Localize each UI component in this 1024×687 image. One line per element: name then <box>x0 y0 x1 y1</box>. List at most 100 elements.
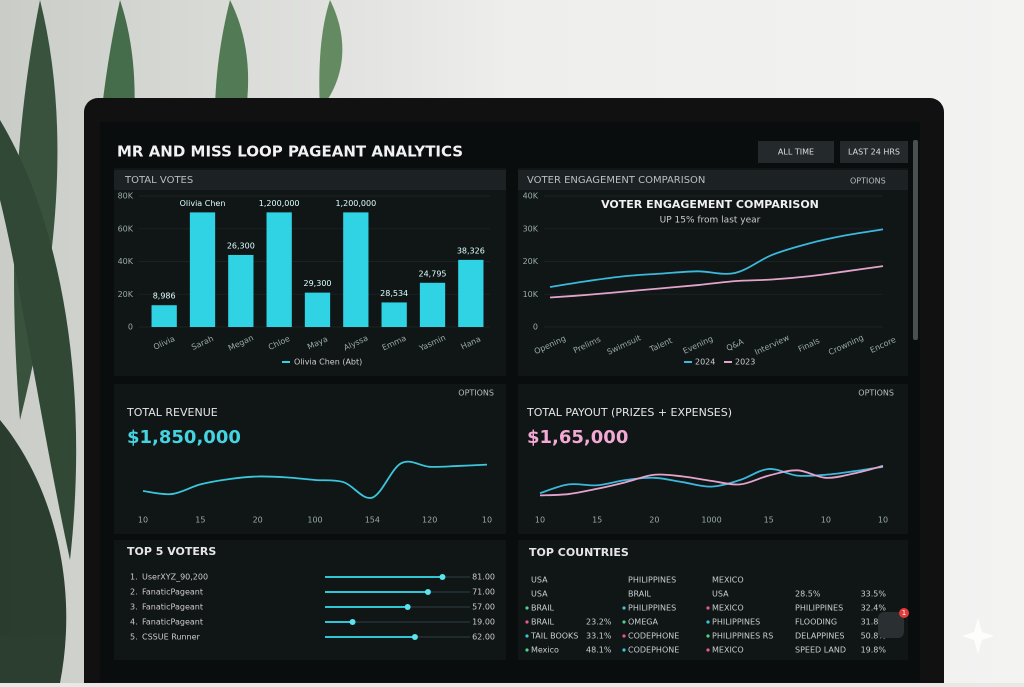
country-dot <box>622 606 626 610</box>
time-button-label[interactable]: ALL TIME <box>778 148 814 157</box>
country-cell: FLOODING <box>795 618 837 627</box>
notification-badge <box>899 608 909 618</box>
country-cell: BRAIL <box>531 618 555 627</box>
voter-name: FanaticPageant <box>142 618 203 627</box>
subtitle: UP 15% from last year <box>660 216 761 226</box>
panels <box>114 168 908 660</box>
legend-label: 2023 <box>735 358 755 367</box>
voter-value: 81.00 <box>472 573 495 582</box>
country-cell: MEXICO <box>712 576 744 585</box>
x-tick-label: 20 <box>649 516 659 525</box>
bar-label: 38,326 <box>457 246 485 255</box>
country-cell: USA <box>531 576 548 585</box>
y-tick-label: 40K <box>523 192 539 201</box>
panel-total: $1,65,000 <box>527 427 628 448</box>
country-cell: OMEGA <box>628 618 658 627</box>
x-tick-label: 15 <box>764 516 774 525</box>
country-cell: MEXICO <box>712 646 744 655</box>
country-cell: 28.5% <box>795 590 821 599</box>
panel-title: TOTAL VOTES <box>124 175 193 186</box>
country-cell: 50.8% <box>861 632 887 641</box>
x-tick-label: 154 <box>365 516 380 525</box>
time-button[interactable] <box>840 141 908 163</box>
bar-label: 26,300 <box>227 241 255 250</box>
series-line <box>549 265 884 299</box>
country-cell: TAIL BOOKS <box>530 632 578 641</box>
panel-title: TOTAL PAYOUT (PRIZES + EXPENSES) <box>526 406 732 419</box>
y-tick-label: 40K <box>118 257 134 266</box>
voter-knob <box>424 589 431 595</box>
voter-rank: 4. <box>130 618 138 627</box>
bar-label: Olivia Chen <box>180 199 226 208</box>
voter-knob <box>349 619 356 625</box>
panel-title: VOTER ENGAGEMENT COMPARISON <box>527 175 705 186</box>
y-tick-label: 20K <box>118 290 134 299</box>
options-button[interactable]: OPTIONS <box>850 177 886 186</box>
bar-label: 8,986 <box>153 292 176 301</box>
voter-name: CSSUE Runner <box>142 633 201 642</box>
bar <box>266 212 292 327</box>
legend-label: 2024 <box>695 358 715 367</box>
country-cell: Mexico <box>531 646 559 655</box>
country-cell: SPEED LAND <box>795 646 846 655</box>
x-tick-label: 10 <box>482 516 492 525</box>
country-cell: PHILIPPINES <box>795 604 843 613</box>
y-tick-label: 0 <box>128 323 133 332</box>
x-tick-label: 10 <box>878 516 888 525</box>
voter-rank: 3. <box>130 603 138 612</box>
country-cell: 23.2% <box>586 618 612 627</box>
y-tick-label: 80K <box>118 192 134 201</box>
panel-title: TOP 5 VOTERS <box>127 545 216 558</box>
voter-value: 19.00 <box>472 618 495 627</box>
bar <box>189 212 216 327</box>
x-tick-label: 10 <box>535 516 545 525</box>
x-tick-label: 15 <box>592 516 602 525</box>
country-cell: 32.4% <box>861 604 887 613</box>
time-button[interactable] <box>758 141 834 163</box>
series-line <box>539 465 884 497</box>
voter-knob <box>404 604 411 610</box>
notification-count: 1 <box>902 609 906 617</box>
country-cell: PHILIPPINES <box>628 576 676 585</box>
country-cell: USA <box>712 590 729 599</box>
country-dot <box>622 648 626 652</box>
bar-label: 1,200,000 <box>335 199 376 208</box>
bar <box>343 212 369 327</box>
country-dot <box>706 648 710 652</box>
country-cell: 33.5% <box>861 590 887 599</box>
country-cell: PHILIPPINES <box>712 618 760 627</box>
voter-knob <box>411 634 418 640</box>
voter-rank: 5. <box>130 633 138 642</box>
bar <box>304 292 331 327</box>
country-dot <box>525 648 529 652</box>
x-tick-label: 1000 <box>701 516 721 525</box>
country-dot <box>525 620 529 624</box>
country-cell: BRAIL <box>531 604 555 613</box>
voter-rank: 1. <box>130 573 138 582</box>
country-dot <box>706 634 710 638</box>
voter-name: FanaticPageant <box>142 603 203 612</box>
dashboard-title: MR AND MISS LOOP PAGEANT ANALYTICS <box>117 143 463 161</box>
y-tick-label: 30K <box>523 224 539 233</box>
bar <box>458 259 484 327</box>
chat-widget[interactable] <box>878 612 904 638</box>
x-tick-label: 20 <box>253 516 263 525</box>
panel-title: TOTAL REVENUE <box>126 406 218 419</box>
options-button[interactable]: OPTIONS <box>858 389 894 398</box>
panel-total: $1,850,000 <box>127 427 241 448</box>
country-dot <box>706 620 710 624</box>
series-line <box>549 228 884 288</box>
voter-value: 71.00 <box>472 588 495 597</box>
options-button[interactable]: OPTIONS <box>458 389 494 398</box>
legend-label: Olivia Chen (Abt) <box>294 358 362 367</box>
x-tick-label: 100 <box>307 516 322 525</box>
y-tick-label: 60K <box>118 224 134 233</box>
country-cell: 48.1% <box>586 646 612 655</box>
country-dot <box>622 620 626 624</box>
bar <box>228 254 254 327</box>
inner-title: VOTER ENGAGEMENT COMPARISON <box>601 198 819 211</box>
x-tick-label: 10 <box>821 516 831 525</box>
time-button-label[interactable]: LAST 24 HRS <box>848 148 900 157</box>
scrollbar <box>913 140 918 340</box>
